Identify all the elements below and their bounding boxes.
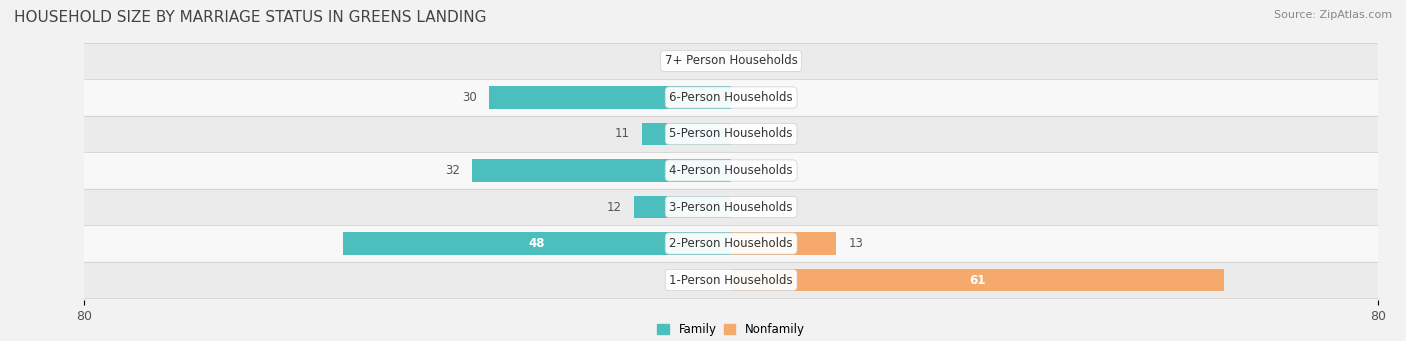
- Bar: [731, 232, 837, 255]
- Text: 6-Person Households: 6-Person Households: [669, 91, 793, 104]
- Bar: [84, 153, 1378, 188]
- Text: 61: 61: [970, 273, 986, 286]
- Text: Source: ZipAtlas.com: Source: ZipAtlas.com: [1274, 10, 1392, 20]
- Text: 0: 0: [744, 201, 751, 213]
- Text: 48: 48: [529, 237, 546, 250]
- Bar: [634, 196, 731, 218]
- Legend: Family, Nonfamily: Family, Nonfamily: [652, 318, 810, 341]
- Text: 0: 0: [744, 91, 751, 104]
- Bar: [84, 226, 1378, 261]
- Text: 11: 11: [614, 128, 630, 140]
- Text: 7+ Person Households: 7+ Person Households: [665, 55, 797, 68]
- Bar: [472, 159, 731, 182]
- Text: HOUSEHOLD SIZE BY MARRIAGE STATUS IN GREENS LANDING: HOUSEHOLD SIZE BY MARRIAGE STATUS IN GRE…: [14, 10, 486, 25]
- Text: 0: 0: [744, 55, 751, 68]
- Bar: [84, 189, 1378, 225]
- Text: 2-Person Households: 2-Person Households: [669, 237, 793, 250]
- Bar: [643, 123, 731, 145]
- Text: 0: 0: [744, 164, 751, 177]
- Bar: [489, 86, 731, 109]
- Bar: [84, 80, 1378, 115]
- Text: 0: 0: [711, 273, 718, 286]
- Bar: [731, 269, 1225, 291]
- Bar: [343, 232, 731, 255]
- Text: 30: 30: [461, 91, 477, 104]
- Text: 3-Person Households: 3-Person Households: [669, 201, 793, 213]
- Text: 32: 32: [446, 164, 460, 177]
- Text: 0: 0: [744, 128, 751, 140]
- Text: 1-Person Households: 1-Person Households: [669, 273, 793, 286]
- Text: 13: 13: [848, 237, 863, 250]
- Bar: [84, 262, 1378, 298]
- Bar: [84, 116, 1378, 152]
- Text: 4-Person Households: 4-Person Households: [669, 164, 793, 177]
- Text: 0: 0: [711, 55, 718, 68]
- Text: 12: 12: [607, 201, 621, 213]
- Bar: [84, 43, 1378, 79]
- Text: 5-Person Households: 5-Person Households: [669, 128, 793, 140]
